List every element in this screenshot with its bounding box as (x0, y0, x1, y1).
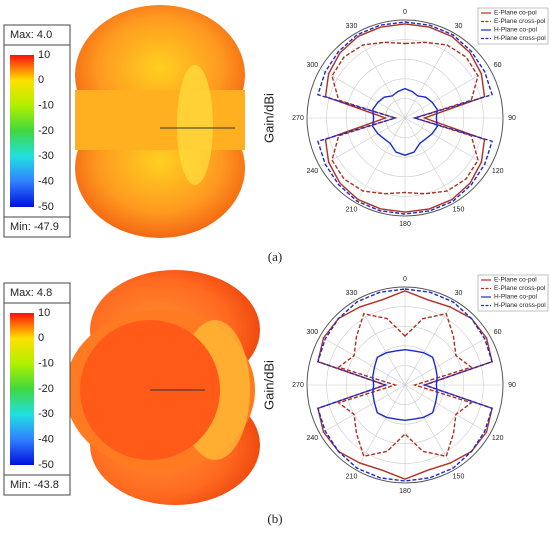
angle-label: 120 (492, 168, 504, 175)
colorbar-tick-label: -10 (38, 358, 54, 370)
pattern-3d-a (75, 5, 245, 238)
colorbar-tick-label: 0 (38, 332, 44, 344)
colorbar-a: Max: 4.0 Min: -47.9 10 0 -10 -20 -30 -40 -50 (3, 24, 71, 238)
grid-spoke (404, 384, 491, 435)
colorbar-tick-label: -10 (38, 100, 54, 112)
colorbar-tick-label: -40 (38, 434, 54, 446)
angle-label: 90 (508, 115, 516, 122)
colorbar-tick-label: -40 (38, 176, 54, 188)
grid-spoke (355, 32, 406, 119)
legend-box (477, 7, 549, 45)
legend-label: E-Plane co-pol (494, 10, 537, 17)
series-line (317, 290, 493, 480)
angle-label: 150 (453, 207, 465, 214)
polar-chart-a: 0 30 60 90 120 150 180 210 240 270 300 330 Gain/dBi E… (261, 7, 549, 228)
max-label: Max: 4.0 (10, 29, 52, 41)
grid-spoke (404, 32, 455, 119)
legend-label: H-Plane cross-pol (494, 35, 546, 42)
y-axis-label: Gain/dBi (261, 93, 276, 143)
angle-label: 270 (292, 382, 304, 389)
colorbar-tick-label: -20 (38, 383, 54, 395)
grid-spoke (404, 117, 455, 204)
angle-label: 90 (508, 382, 516, 389)
angle-label: 180 (399, 221, 411, 228)
angle-label: 60 (494, 62, 502, 69)
legend-label: H-Plane co-pol (494, 27, 538, 34)
colorbar-b: Max: 4.8 Min: -43.8 10 0 -10 -20 -30 -40 -50 (3, 282, 71, 496)
angle-label: 30 (455, 290, 463, 297)
grid-spoke (404, 335, 491, 386)
max-label: Max: 4.8 (10, 287, 52, 299)
angle-label: 0 (403, 9, 407, 16)
colorbar (10, 313, 34, 465)
colorbar-tick-label: -20 (38, 125, 54, 137)
grid-spoke (404, 299, 455, 386)
grid-spoke (355, 117, 406, 204)
grid-spoke (319, 117, 406, 168)
legend-label: E-Plane co-pol (494, 277, 537, 284)
colorbar-tick-label: 10 (38, 307, 50, 319)
grid-spoke (319, 384, 406, 435)
angle-label: 60 (494, 329, 502, 336)
angle-label: 300 (306, 329, 318, 336)
angle-label: 210 (346, 207, 358, 214)
series-line (372, 87, 438, 156)
angle-label: 240 (306, 168, 318, 175)
angle-label: 330 (346, 23, 358, 30)
angle-label: 150 (453, 474, 465, 481)
polar-chart-b: 0 30 60 90 120 150 180 210 240 270 300 330 Gain/dBi E… (261, 274, 549, 495)
series-line (317, 21, 493, 215)
grid-spoke (355, 299, 406, 386)
colorbar-tick-label: 0 (38, 74, 44, 86)
series-line (372, 348, 438, 422)
series-line (331, 41, 479, 195)
legend-label: E-Plane cross-pol (494, 285, 546, 292)
pattern-3d-b (65, 270, 260, 505)
angle-label: 0 (403, 276, 407, 283)
colorbar-tick-label: -30 (38, 408, 54, 420)
series-line (337, 312, 473, 458)
legend-label: E-Plane cross-pol (494, 18, 546, 25)
colorbar-tick-label: -50 (38, 201, 54, 213)
series-line (324, 23, 486, 213)
colorbar (10, 55, 34, 207)
angle-label: 30 (455, 23, 463, 30)
angle-label: 270 (292, 115, 304, 122)
colorbar-tick-label: 10 (38, 49, 50, 61)
panel-label: (a) (268, 249, 282, 264)
angle-label: 210 (346, 474, 358, 481)
grid-spoke (319, 335, 406, 386)
legend-box (477, 274, 549, 312)
angle-label: 180 (399, 488, 411, 495)
grid-spoke (404, 68, 491, 119)
grid-spoke (404, 384, 455, 471)
angle-label: 120 (492, 435, 504, 442)
series-line (317, 288, 493, 482)
legend-label: H-Plane cross-pol (494, 302, 546, 309)
grid-spoke (404, 117, 491, 168)
min-label: Min: -47.9 (10, 221, 59, 233)
min-label: Min: -43.8 (10, 479, 59, 491)
colorbar-tick-label: -50 (38, 459, 54, 471)
y-axis-label: Gain/dBi (261, 360, 276, 410)
angle-label: 300 (306, 62, 318, 69)
legend-label: H-Plane co-pol (494, 294, 538, 301)
colorbar-tick-label: -30 (38, 150, 54, 162)
angle-label: 240 (306, 435, 318, 442)
grid-spoke (319, 68, 406, 119)
grid-spoke (355, 384, 406, 471)
panel-label: (b) (267, 511, 282, 526)
angle-label: 330 (346, 290, 358, 297)
